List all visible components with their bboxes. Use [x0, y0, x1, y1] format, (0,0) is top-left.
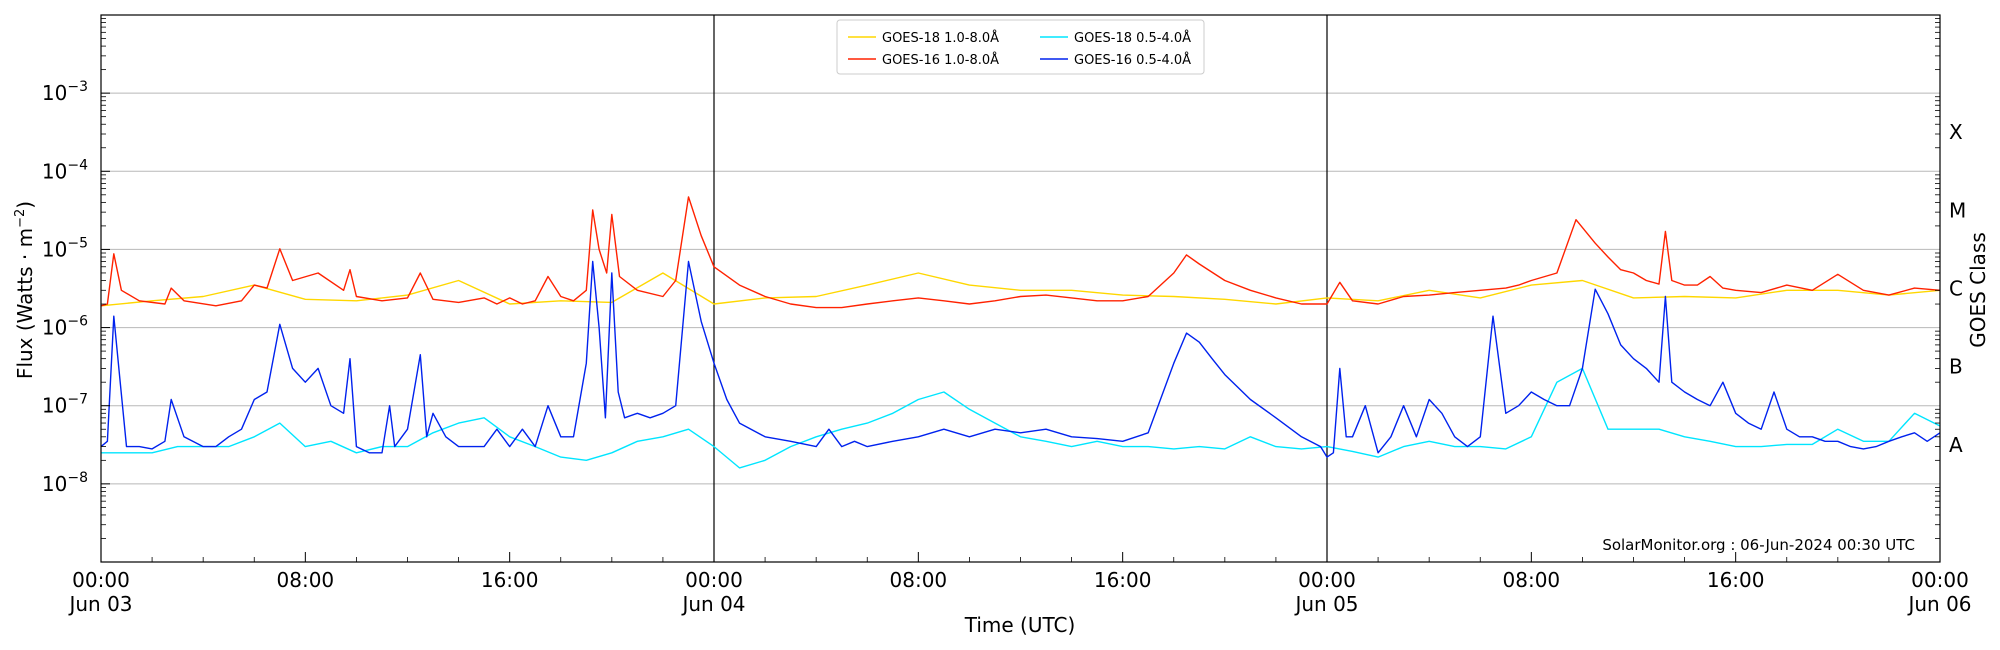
- y-axis-ticks: 10−8 10−7 10−6 10−5 10−4 10−3: [42, 18, 1940, 539]
- y-tick-label: 10−3: [42, 79, 88, 105]
- x-tick-time: 08:00: [890, 568, 948, 592]
- series-lines: [100, 196, 1941, 469]
- legend-label: GOES-18 1.0-8.0Å: [882, 30, 999, 46]
- series-line-2: [100, 196, 1941, 309]
- x-tick-time: 00:00: [1911, 568, 1969, 592]
- goes-class-a: A: [1949, 433, 1963, 457]
- x-tick-date: Jun 03: [67, 592, 132, 616]
- x-tick-time: 00:00: [1298, 568, 1356, 592]
- goes-class-m: M: [1949, 198, 1966, 222]
- y-axis-label-main: Flux (Watts · m: [13, 228, 37, 379]
- x-tick-date: Jun 05: [1293, 592, 1358, 616]
- goes-class-labels: A B C M X: [1949, 120, 1966, 457]
- x-tick-time: 16:00: [481, 568, 539, 592]
- day-boundaries: [713, 15, 1328, 562]
- goes-class-c: C: [1949, 277, 1963, 301]
- legend-label: GOES-16 0.5-4.0Å: [1074, 52, 1191, 68]
- legend: GOES-18 1.0-8.0Å GOES-18 0.5-4.0Å GOES-16 …: [836, 19, 1205, 75]
- goes-class-axis-label: GOES Class: [1966, 232, 1990, 348]
- y-tick-label: 10−5: [42, 235, 88, 261]
- legend-label: GOES-18 0.5-4.0Å: [1074, 30, 1191, 46]
- x-tick-time: 16:00: [1707, 568, 1765, 592]
- x-tick-date: Jun 06: [1906, 592, 1971, 616]
- series-line-3: [101, 367, 1941, 469]
- y-tick-label: 10−6: [42, 314, 88, 340]
- plot-frame: [100, 14, 1941, 563]
- legend-frame: [836, 19, 1205, 75]
- x-tick-time: 00:00: [72, 568, 130, 592]
- goes-class-b: B: [1949, 355, 1963, 379]
- y-axis-label: Flux (Watts · m−2): [13, 201, 37, 379]
- y-axis-label-close: ): [13, 201, 37, 209]
- x-axis-label: Time (UTC): [964, 613, 1076, 637]
- y-axis-label-exponent: −2: [13, 209, 28, 228]
- legend-label: GOES-16 1.0-8.0Å: [882, 52, 999, 68]
- x-tick-date: Jun 04: [680, 592, 745, 616]
- x-tick-time: 16:00: [1094, 568, 1152, 592]
- goes-class-x: X: [1949, 120, 1963, 144]
- y-tick-label: 10−4: [42, 157, 88, 183]
- series-line-4: [100, 260, 1941, 458]
- y-tick-label: 10−8: [42, 470, 88, 496]
- series-line-1: [100, 272, 1941, 307]
- x-tick-time: 08:00: [277, 568, 335, 592]
- x-tick-time: 08:00: [1503, 568, 1561, 592]
- credit-text: SolarMonitor.org : 06-Jun-2024 00:30 UTC: [1602, 536, 1915, 554]
- grid: [101, 92, 1940, 485]
- y-tick-label: 10−7: [42, 392, 88, 418]
- x-tick-time: 00:00: [685, 568, 743, 592]
